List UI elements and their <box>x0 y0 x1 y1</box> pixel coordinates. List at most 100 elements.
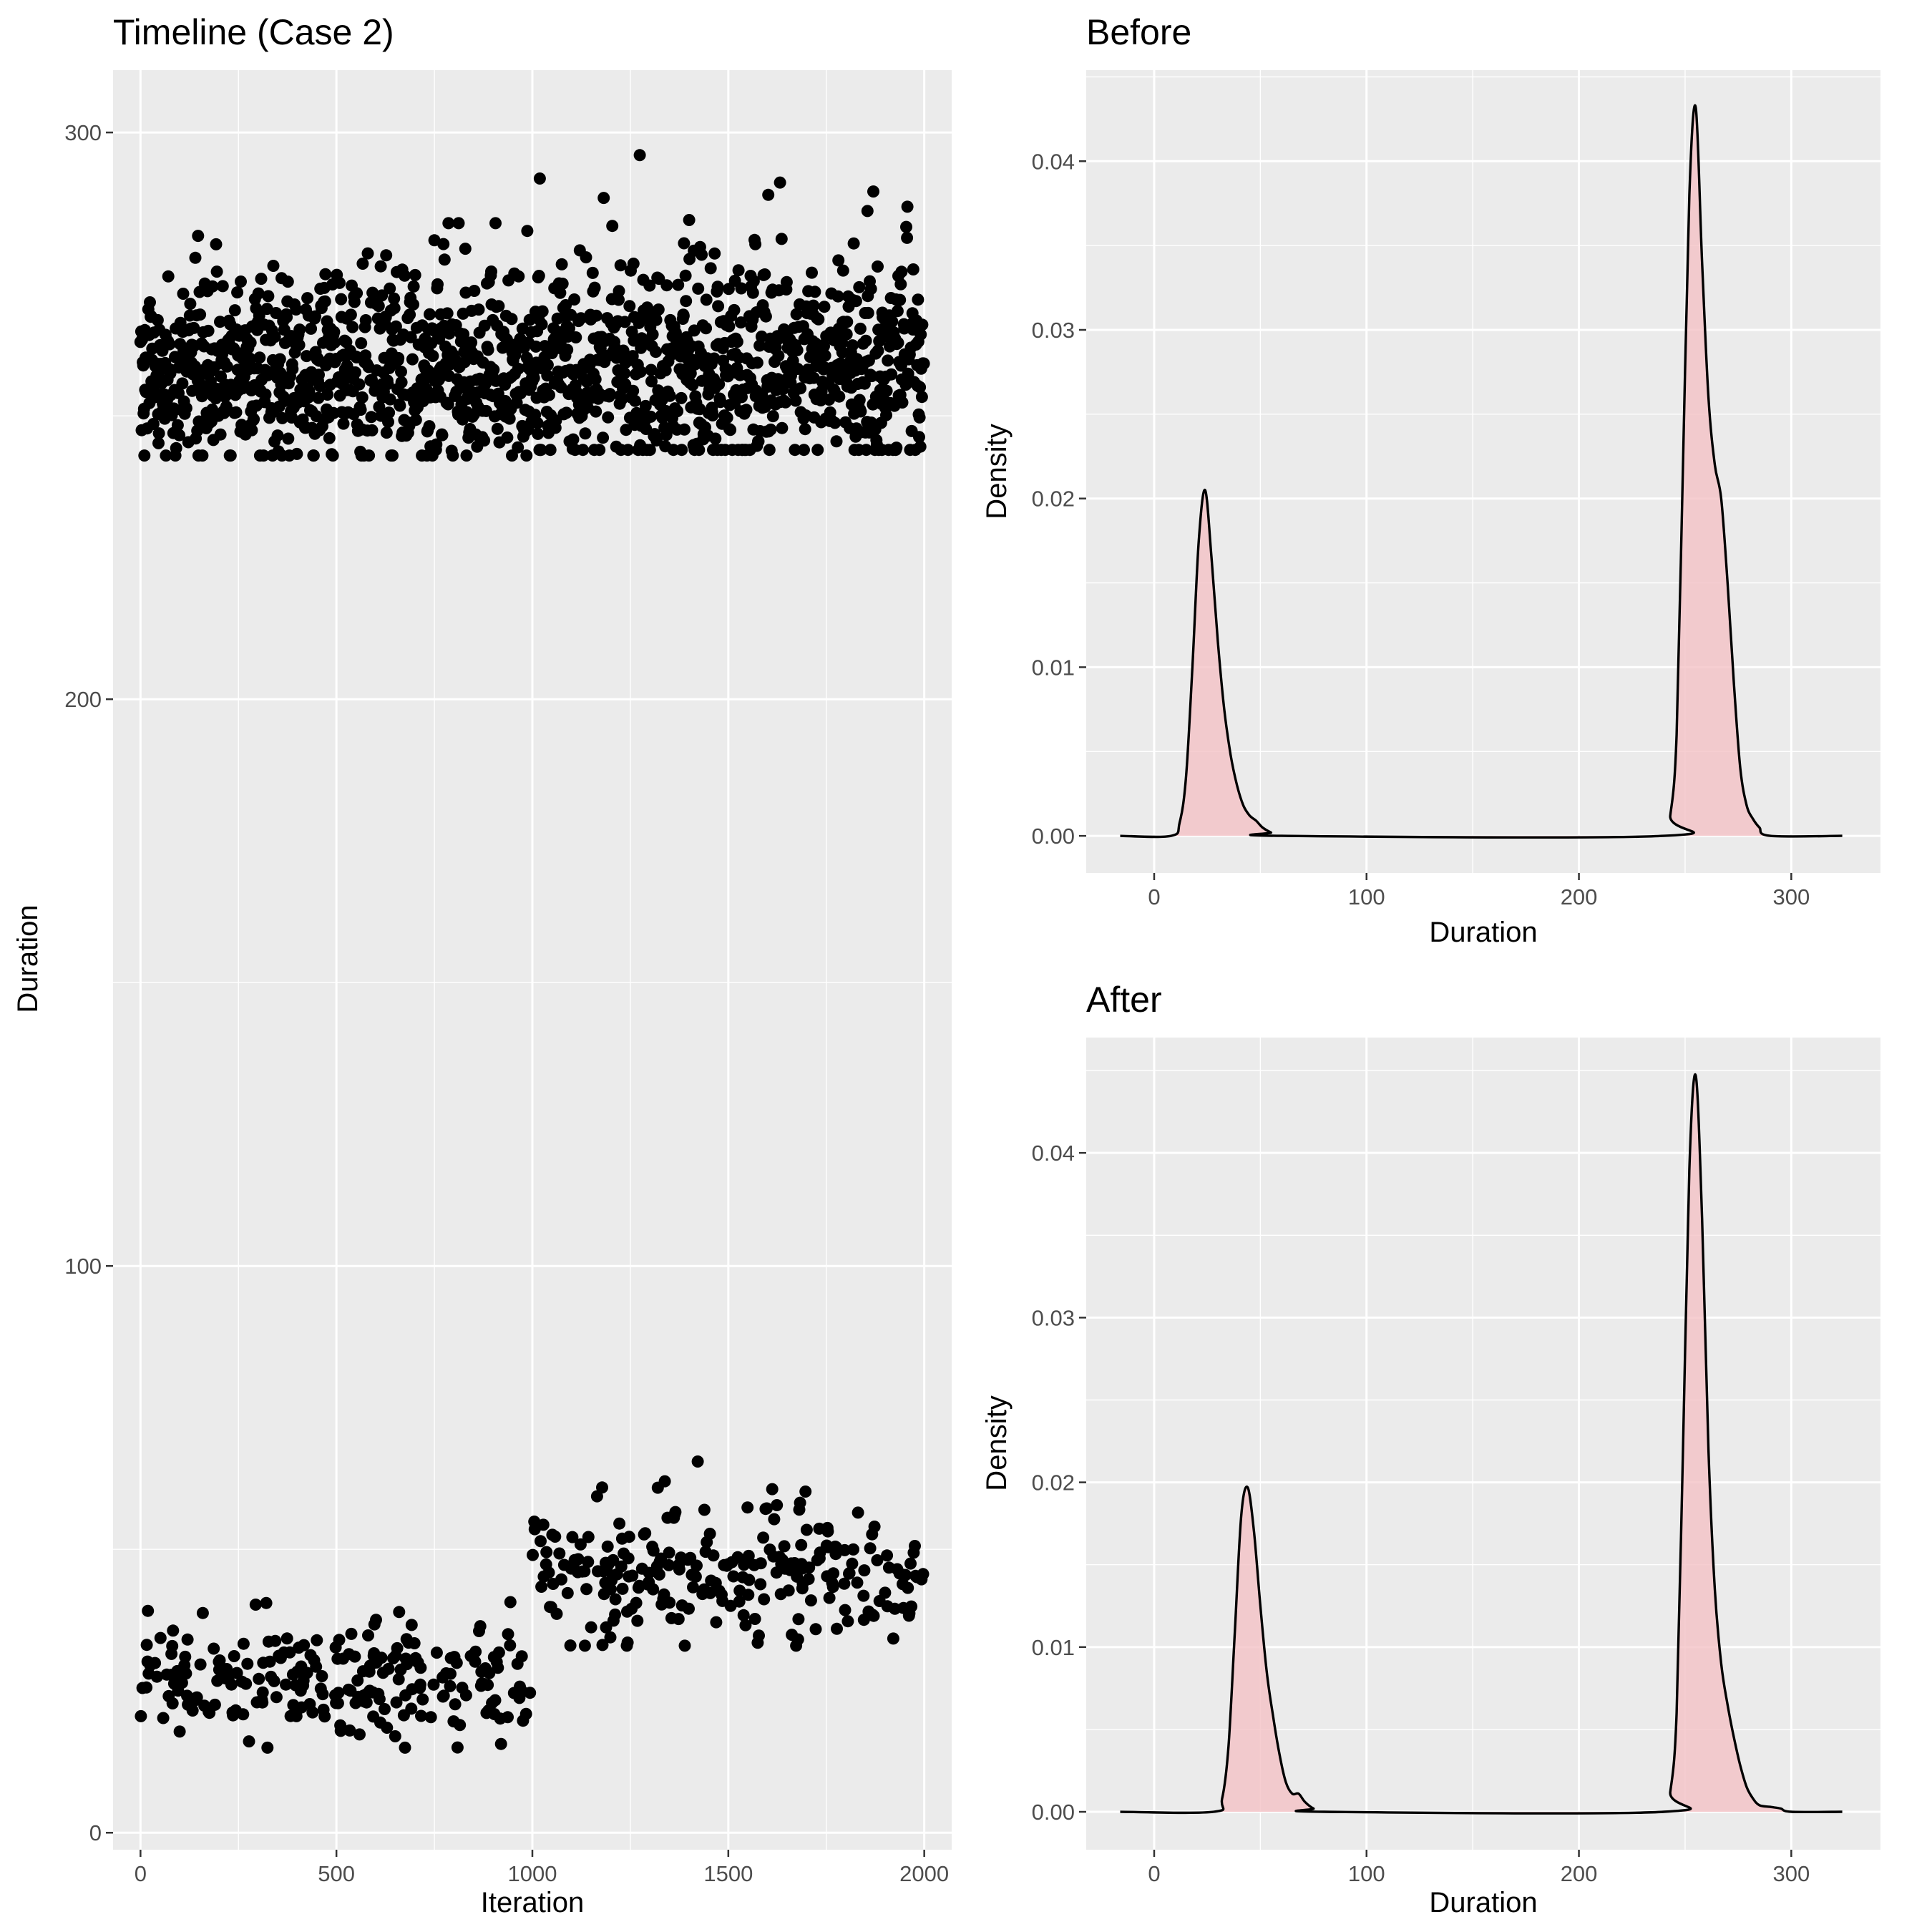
y-tick-label: 100 <box>64 1254 102 1279</box>
scatter-point <box>605 1583 617 1596</box>
scatter-point <box>444 1667 457 1680</box>
scatter-point <box>186 384 199 397</box>
scatter-point <box>282 432 295 445</box>
scatter-point <box>541 369 554 382</box>
scatter-point <box>894 293 907 306</box>
scatter-point <box>607 1553 620 1566</box>
scatter-point <box>253 351 266 364</box>
scatter-point <box>905 1600 918 1613</box>
scatter-point <box>864 283 877 296</box>
scatter-point <box>274 366 287 379</box>
scatter-point <box>742 1549 755 1562</box>
scatter-point <box>492 1646 505 1659</box>
scatter-point <box>504 1596 517 1609</box>
scatter-point <box>633 149 646 162</box>
scatter-point <box>791 1633 804 1646</box>
scatter-point <box>409 268 421 281</box>
scatter-point <box>691 1455 704 1468</box>
y-tick-label: 300 <box>64 120 102 145</box>
scatter-point <box>647 1583 660 1596</box>
scatter-point <box>437 1689 450 1702</box>
after-density-chart: After 0.00 0.01 0.02 0.03 0.04 0 100 200 300 Du… <box>981 980 1880 1918</box>
scatter-point <box>854 322 867 335</box>
scatter-point <box>762 188 775 201</box>
scatter-point <box>799 423 811 436</box>
scatter-point <box>173 1725 186 1738</box>
scatter-point <box>644 410 657 423</box>
scatter-point <box>540 1546 553 1558</box>
scatter-point <box>593 444 606 457</box>
scatter-point <box>316 1670 328 1682</box>
scatter-point <box>243 352 256 365</box>
scatter-point <box>482 343 494 356</box>
scatter-point <box>691 1559 703 1572</box>
scatter-point <box>192 230 205 243</box>
before-density-chart: Before 0.00 0.01 0.02 0.03 0.04 0 100 200 300 D… <box>981 12 1880 948</box>
scatter-point <box>361 247 374 260</box>
scatter-point <box>650 313 663 326</box>
scatter-point <box>474 1620 487 1633</box>
scatter-point <box>206 280 219 293</box>
scatter-point <box>235 419 248 431</box>
scatter-point <box>460 449 473 462</box>
x-axis-ticks: 0 500 1000 1500 2000 <box>135 1850 949 1886</box>
scatter-point <box>741 1501 754 1514</box>
scatter-point <box>606 220 619 233</box>
scatter-point <box>590 309 602 322</box>
scatter-point <box>334 1724 347 1737</box>
scatter-point <box>714 396 727 409</box>
scatter-point <box>318 1710 331 1723</box>
scatter-point <box>567 433 580 446</box>
scatter-point <box>772 349 785 362</box>
scatter-point <box>673 1563 686 1576</box>
scatter-point <box>742 1589 755 1601</box>
scatter-point <box>530 340 542 353</box>
scatter-point <box>427 1678 440 1691</box>
y-tick-label: 0.01 <box>1032 655 1075 680</box>
scatter-point <box>798 444 810 457</box>
y-axis-title: Duration <box>12 904 44 1013</box>
scatter-point <box>886 315 899 328</box>
scatter-point <box>727 1570 740 1583</box>
scatter-point <box>857 1589 870 1602</box>
scatter-point <box>345 1627 358 1640</box>
x-tick-label: 0 <box>1148 884 1160 909</box>
scatter-point <box>167 1624 180 1637</box>
scatter-point <box>170 441 182 454</box>
scatter-point <box>150 1670 163 1683</box>
scatter-point <box>578 1565 591 1578</box>
scatter-point <box>853 394 866 406</box>
scatter-point <box>823 1591 836 1604</box>
scatter-point <box>917 357 930 370</box>
scatter-point <box>253 1672 265 1685</box>
scatter-point <box>355 337 368 350</box>
scatter-point <box>515 1650 528 1663</box>
scatter-point <box>621 1636 634 1649</box>
scatter-point <box>380 426 393 439</box>
scatter-point <box>572 1553 585 1566</box>
scatter-point <box>645 364 658 376</box>
scatter-point <box>166 1639 179 1652</box>
scatter-point <box>826 1581 839 1594</box>
scatter-point <box>430 1646 443 1659</box>
scatter-point <box>214 428 227 441</box>
scatter-point <box>541 358 554 371</box>
scatter-point <box>382 416 394 429</box>
scatter-point <box>660 279 673 292</box>
scatter-point <box>489 217 502 230</box>
scatter-point <box>752 435 765 448</box>
scatter-point <box>698 1503 711 1516</box>
scatter-point <box>344 308 357 321</box>
scatter-point <box>721 411 733 424</box>
scatter-point <box>465 336 478 349</box>
scatter-point <box>437 238 450 250</box>
scatter-point <box>210 265 223 278</box>
scatter-point <box>582 1556 595 1568</box>
scatter-point <box>208 1642 220 1655</box>
scatter-point <box>914 328 927 341</box>
scatter-point <box>703 1528 716 1540</box>
scatter-point <box>237 1708 250 1721</box>
scatter-point <box>615 393 628 406</box>
scatter-point <box>568 293 581 306</box>
